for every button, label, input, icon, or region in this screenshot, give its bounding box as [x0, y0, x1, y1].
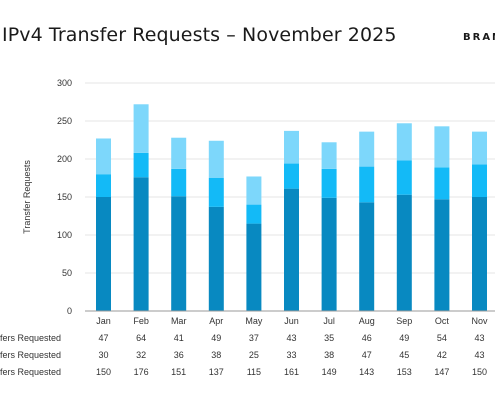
table-cell: 149 — [322, 367, 337, 377]
x-tick-label: Aug — [359, 316, 375, 326]
bar-segment-apr-1 — [208, 178, 224, 207]
bar-segment-sep-2 — [396, 123, 412, 161]
table-cell: 32 — [136, 350, 146, 360]
table-cell: 161 — [284, 367, 299, 377]
y-tick-label: 200 — [57, 154, 72, 164]
bar-segment-apr-0 — [208, 206, 224, 311]
table-cell: 38 — [324, 350, 334, 360]
bar-segment-aug-0 — [359, 202, 375, 311]
bar-segment-nov-2 — [472, 131, 487, 165]
x-tick-label: May — [245, 316, 263, 326]
table-cell: 153 — [397, 367, 412, 377]
table-cell: 115 — [247, 367, 261, 377]
table-cell: 143 — [359, 367, 374, 377]
y-tick-label: 50 — [62, 268, 72, 278]
bar-segment-aug-1 — [359, 166, 375, 203]
table-cell: 43 — [474, 333, 484, 343]
table-cell: 30 — [98, 350, 108, 360]
bar-segment-jul-2 — [321, 142, 337, 169]
table-cell: 150 — [472, 367, 487, 377]
y-tick-label: 250 — [57, 116, 72, 126]
table-row-label: fers Requested — [0, 367, 61, 377]
bar-segment-oct-0 — [434, 199, 450, 311]
bar-segment-apr-2 — [208, 140, 224, 178]
bar-segment-jun-2 — [284, 130, 299, 164]
table-cell: 64 — [136, 333, 146, 343]
table-cell: 25 — [249, 350, 259, 360]
bar-segment-nov-0 — [472, 197, 487, 311]
table-cell: 35 — [324, 333, 334, 343]
bar-segment-mar-0 — [171, 196, 187, 311]
table-cell: 49 — [399, 333, 409, 343]
x-tick-label: Jul — [323, 316, 335, 326]
table-cell: 37 — [249, 333, 259, 343]
table-cell: 150 — [96, 367, 111, 377]
bar-segment-jan-1 — [96, 174, 111, 197]
table-cell: 43 — [474, 350, 484, 360]
x-tick-label: Apr — [209, 316, 223, 326]
bar-segment-feb-1 — [133, 152, 149, 178]
table-cell: 38 — [211, 350, 221, 360]
bar-segment-jun-1 — [284, 163, 299, 189]
table-cell: 36 — [174, 350, 184, 360]
y-tick-label: 150 — [57, 192, 72, 202]
x-tick-label: Jan — [96, 316, 111, 326]
bar-segment-nov-1 — [472, 164, 487, 197]
brand-logo-text: BRAN — [463, 32, 495, 43]
bar-segment-feb-2 — [133, 104, 149, 153]
table-cell: 46 — [362, 333, 372, 343]
table-cell: 45 — [399, 350, 409, 360]
bar-segment-jun-0 — [284, 188, 299, 311]
table-cell: 176 — [134, 367, 149, 377]
bar-segment-sep-1 — [396, 160, 412, 195]
x-tick-label: Mar — [171, 316, 187, 326]
x-tick-label: Jun — [284, 316, 299, 326]
y-tick-label: 300 — [57, 78, 72, 88]
bar-segment-jan-2 — [96, 138, 111, 175]
x-tick-label: Sep — [396, 316, 412, 326]
bar-segment-may-2 — [246, 176, 262, 205]
table-cell: 137 — [209, 367, 224, 377]
bar-segment-jul-0 — [321, 197, 337, 311]
page-title: IPv4 Transfer Requests – November 2025 — [2, 24, 397, 46]
bar-segment-aug-2 — [359, 131, 375, 167]
table-cell: 147 — [434, 367, 449, 377]
table-cell: 47 — [98, 333, 108, 343]
bar-segment-may-0 — [246, 223, 262, 311]
table-cell: 33 — [286, 350, 296, 360]
bar-segment-oct-2 — [434, 126, 450, 168]
table-row-label: fers Requested — [0, 350, 61, 360]
bar-segment-jul-1 — [321, 168, 337, 198]
bar-segment-jan-0 — [96, 197, 111, 311]
y-tick-label: 100 — [57, 230, 72, 240]
bar-segment-sep-0 — [396, 194, 412, 311]
x-tick-label: Feb — [133, 316, 149, 326]
bar-segment-may-1 — [246, 204, 262, 224]
bar-segment-feb-0 — [133, 177, 149, 311]
table-cell: 49 — [211, 333, 221, 343]
x-tick-label: Oct — [435, 316, 450, 326]
table-cell: 41 — [174, 333, 184, 343]
bar-segment-mar-1 — [171, 168, 187, 197]
table-cell: 42 — [437, 350, 447, 360]
table-cell: 47 — [362, 350, 372, 360]
table-cell: 151 — [171, 367, 186, 377]
bar-segment-oct-1 — [434, 167, 450, 200]
table-row-label: fers Requested — [0, 333, 61, 343]
y-tick-label: 0 — [67, 306, 72, 316]
bar-segment-mar-2 — [171, 137, 187, 169]
y-axis-title: Transfer Requests — [22, 160, 32, 234]
x-tick-label: Nov — [471, 316, 488, 326]
table-cell: 54 — [437, 333, 447, 343]
table-cell: 43 — [286, 333, 296, 343]
